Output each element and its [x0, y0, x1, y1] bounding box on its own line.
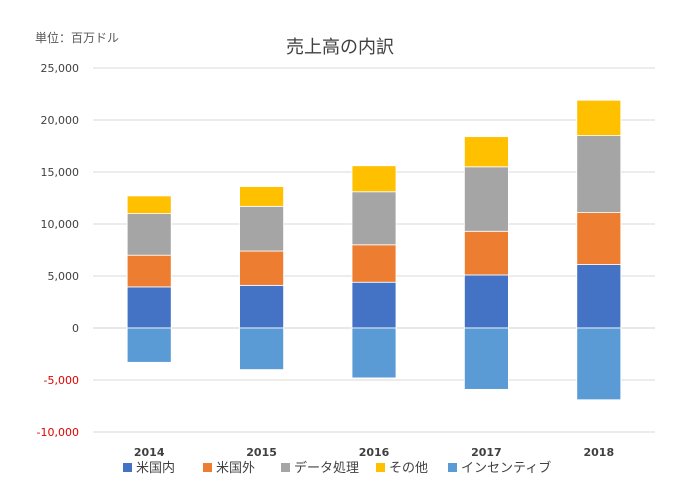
x-tick-label: 2016 [359, 446, 390, 459]
bar-segment [463, 136, 509, 168]
x-axis-ticks: 2014 2015 2016 2017 2018 [134, 446, 614, 459]
y-axis-ticks: 25,000 20,000 15,000 10,000 5,000 0 -5,000 -10,… [37, 62, 79, 439]
legend-swatch [448, 463, 457, 472]
bar-segment [463, 166, 509, 232]
bar-segment [239, 284, 285, 329]
bar-segment [576, 264, 622, 329]
legend-label: インセンティブ [461, 460, 551, 476]
legend-label: その他 [389, 461, 428, 476]
bar-segment [576, 327, 622, 401]
bar-segment [351, 327, 397, 379]
bar-segment [351, 165, 397, 193]
y-tick-label: 25,000 [41, 62, 80, 75]
legend: 米国内 米国外 データ処理 その他 インセンティブ [123, 460, 551, 476]
bar-segment [239, 327, 285, 370]
y-tick-label: 15,000 [41, 166, 80, 179]
bar-segment [126, 327, 172, 363]
bar-segment [239, 250, 285, 286]
x-tick-label: 2014 [134, 446, 165, 459]
legend-label: 米国内 [136, 460, 175, 476]
bar-segment [351, 281, 397, 329]
bar-segment [576, 135, 622, 213]
bar-segment [351, 244, 397, 283]
legend-swatch [203, 463, 212, 472]
legend-label: データ処理 [294, 460, 359, 476]
bar-segment [351, 191, 397, 246]
bars [126, 99, 622, 401]
y-tick-label: -5,000 [44, 374, 79, 387]
legend-swatch [376, 463, 385, 472]
x-tick-label: 2018 [583, 446, 614, 459]
bar-segment [126, 254, 172, 288]
x-tick-label: 2015 [246, 446, 277, 459]
y-tick-label: 10,000 [41, 218, 80, 231]
y-tick-label: 0 [72, 322, 79, 335]
bar-segment [576, 212, 622, 265]
unit-label: 単位：百万ドル [35, 30, 119, 45]
bar-segment [576, 99, 622, 136]
y-tick-label: 20,000 [41, 114, 80, 127]
legend-label: 米国外 [216, 461, 255, 476]
bar-segment [463, 274, 509, 329]
x-tick-label: 2017 [471, 446, 502, 459]
bar-segment [239, 186, 285, 207]
bar-segment [126, 195, 172, 214]
bar-segment [126, 213, 172, 256]
bar-segment [463, 230, 509, 276]
bar-segment [463, 327, 509, 390]
chart-title: 売上高の内訳 [286, 37, 394, 58]
legend-swatch [123, 463, 132, 472]
y-tick-label: 5,000 [48, 270, 80, 283]
bar-segment [239, 205, 285, 252]
y-tick-label: -10,000 [37, 426, 79, 439]
bar-segment [126, 286, 172, 329]
legend-swatch [281, 463, 290, 472]
